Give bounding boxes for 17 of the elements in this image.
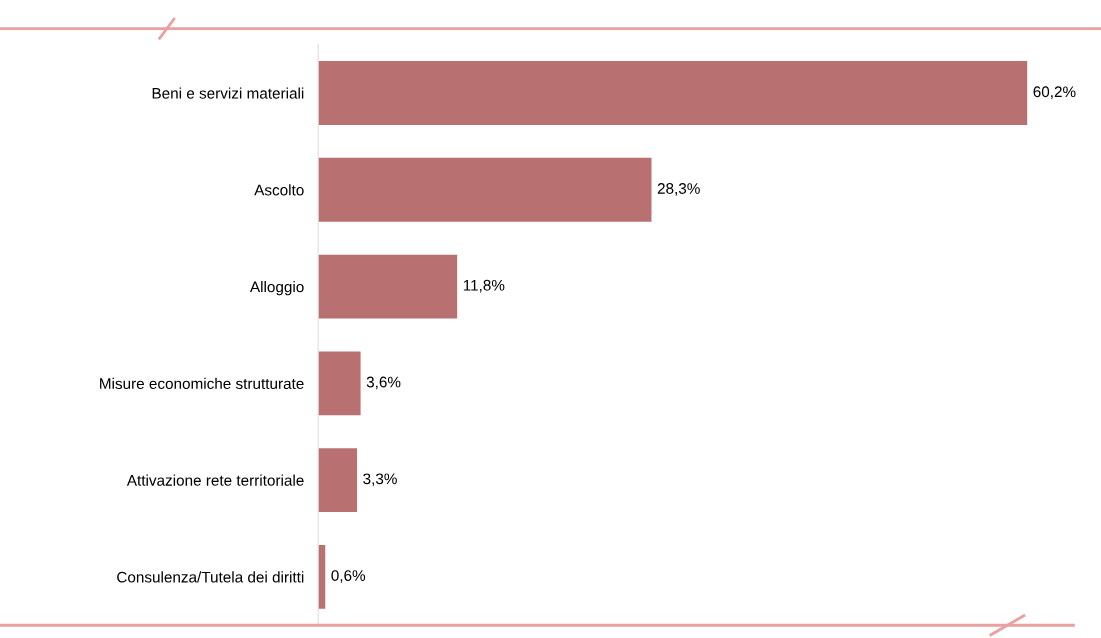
bar bbox=[318, 448, 358, 513]
y-tick-label: Consulenza/Tutela dei diritti bbox=[117, 571, 304, 583]
y-tick-label: Attivazione rete territoriale bbox=[126, 474, 304, 486]
bar bbox=[318, 254, 458, 319]
data-label: 0,6% bbox=[331, 570, 366, 583]
y-tick-label: Alloggio bbox=[249, 281, 304, 296]
y-tick-label: Misure economiche strutturate bbox=[100, 377, 304, 390]
data-label: 3,6% bbox=[366, 376, 401, 390]
data-label: 3,3% bbox=[363, 473, 397, 486]
bar bbox=[318, 351, 361, 416]
data-label: 11,8% bbox=[463, 279, 505, 293]
data-label: 28,3% bbox=[657, 183, 700, 196]
y-tick-label: Ascolto bbox=[254, 184, 304, 196]
bar bbox=[318, 157, 652, 222]
bar bbox=[318, 61, 1028, 125]
y-tick-label: Beni e servizi materiali bbox=[152, 87, 304, 99]
data-label: 60,2% bbox=[1033, 86, 1076, 99]
